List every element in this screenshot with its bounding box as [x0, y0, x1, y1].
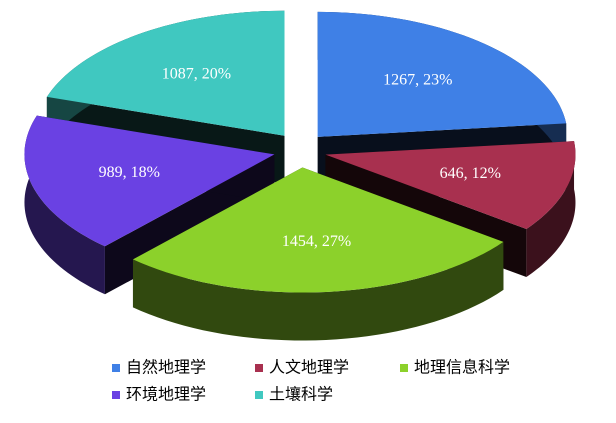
slice-wall [132, 241, 504, 341]
legend-label: 自然地理学 [126, 358, 206, 377]
data-label: 1454, 27% [282, 233, 351, 250]
data-label: 989, 18% [99, 164, 160, 181]
data-label: 1267, 23% [383, 72, 452, 89]
legend-swatch [255, 364, 263, 372]
data-label: 1087, 20% [162, 66, 231, 83]
legend-label: 人文地理学 [269, 358, 349, 377]
slice-wall [24, 115, 105, 295]
slice [325, 141, 576, 230]
legend-swatch [400, 364, 408, 372]
pie-slice [132, 167, 504, 341]
data-label: 646, 12% [440, 165, 501, 182]
legend-label: 地理信息科学 [414, 358, 510, 377]
slice [46, 10, 285, 136]
slice [24, 115, 275, 247]
slice-wall [526, 141, 576, 278]
legend-swatch [112, 391, 120, 399]
legend-swatch [112, 364, 120, 372]
slice [132, 167, 504, 293]
legend-label: 环境地理学 [126, 385, 206, 404]
legend-label: 土壤科学 [269, 385, 333, 404]
slice [317, 11, 567, 137]
legend-swatch [255, 391, 263, 399]
